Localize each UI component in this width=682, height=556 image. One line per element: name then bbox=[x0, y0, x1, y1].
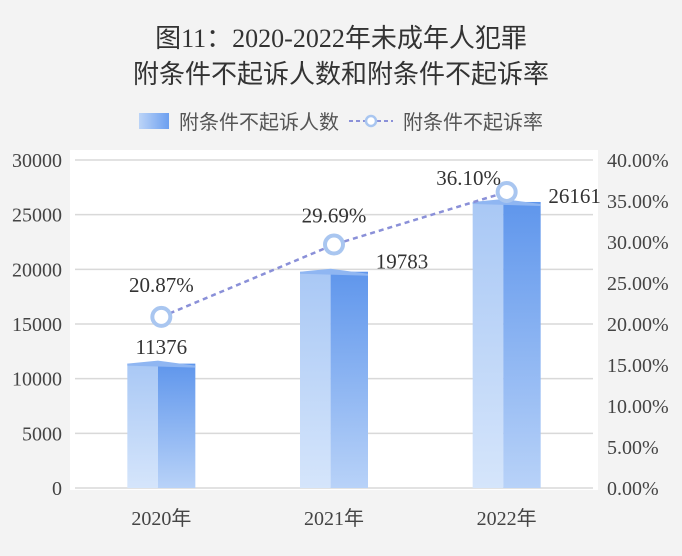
bar-side bbox=[330, 271, 368, 488]
right-tick-label: 40.00% bbox=[607, 150, 669, 172]
bar-value-label: 26161 bbox=[548, 184, 601, 208]
left-tick-label: 15000 bbox=[12, 314, 62, 336]
chart-title: 图11：2020-2022年未成年人犯罪 bbox=[155, 24, 527, 53]
left-tick-label: 25000 bbox=[12, 205, 62, 227]
bar-front bbox=[127, 363, 158, 488]
legend-bar-label: 附条件不起诉人数 bbox=[179, 112, 339, 134]
bar-side bbox=[157, 363, 196, 488]
legend-line-swatch bbox=[349, 114, 393, 127]
legend-line-label: 附条件不起诉率 bbox=[403, 112, 543, 134]
rate-value-label: 29.69% bbox=[302, 204, 367, 228]
left-tick-label: 20000 bbox=[12, 259, 62, 281]
legend-bar-swatch bbox=[139, 112, 169, 129]
right-tick-label: 20.00% bbox=[607, 314, 669, 336]
rate-line bbox=[160, 190, 508, 319]
right-tick-label: 10.00% bbox=[607, 396, 669, 418]
left-tick-label: 30000 bbox=[12, 150, 62, 172]
bar-top bbox=[300, 268, 368, 276]
right-tick-label: 15.00% bbox=[607, 355, 669, 377]
legend: 附条件不起诉人数 附条件不起诉率 bbox=[0, 106, 682, 135]
chart-subtitle: 附条件不起诉人数和附条件不起诉率 bbox=[132, 60, 549, 89]
bar-top bbox=[127, 360, 196, 368]
x-tick-label: 2022年 bbox=[477, 507, 537, 530]
right-tick-label: 0.00% bbox=[607, 478, 659, 500]
right-tick-label: 5.00% bbox=[607, 437, 659, 459]
rate-point bbox=[150, 305, 173, 328]
bar-front bbox=[300, 271, 331, 488]
right-tick-label: 35.00% bbox=[607, 191, 669, 213]
left-tick-label: 10000 bbox=[12, 369, 62, 391]
x-tick-label: 2021年 bbox=[304, 507, 364, 530]
rate-value-label: 20.87% bbox=[129, 273, 194, 297]
right-tick-label: 25.00% bbox=[607, 273, 669, 295]
left-tick-label: 5000 bbox=[22, 423, 62, 445]
left-tick-label: 0 bbox=[52, 478, 62, 500]
bar-side bbox=[503, 201, 541, 488]
bar-value-label: 19783 bbox=[376, 250, 429, 274]
rate-point bbox=[495, 180, 518, 203]
bar-front bbox=[472, 201, 504, 488]
rate-point bbox=[323, 233, 345, 256]
bar-value-label: 11376 bbox=[135, 335, 187, 359]
rate-value-label: 36.10% bbox=[436, 166, 501, 190]
x-tick-label: 2020年 bbox=[131, 507, 191, 530]
right-tick-label: 30.00% bbox=[607, 232, 669, 254]
